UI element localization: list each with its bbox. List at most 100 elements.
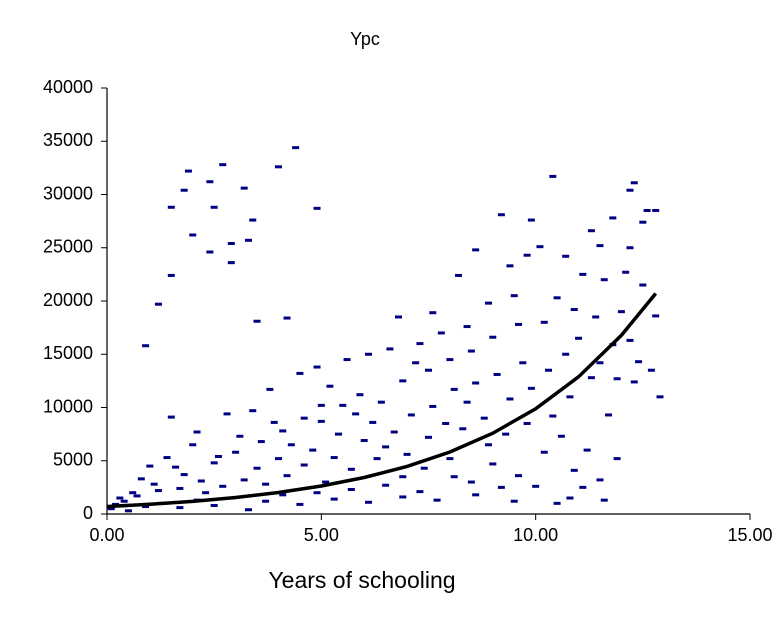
point: [570, 308, 578, 312]
point: [236, 434, 244, 438]
point: [493, 372, 501, 376]
point: [587, 376, 595, 380]
point: [605, 413, 613, 417]
point: [232, 450, 240, 454]
point: [227, 261, 235, 265]
point: [506, 264, 514, 268]
point: [142, 344, 150, 348]
point: [124, 509, 132, 513]
point: [587, 229, 595, 233]
point: [442, 421, 450, 425]
point: [364, 352, 372, 356]
point: [467, 480, 475, 484]
point: [210, 461, 218, 465]
point: [227, 241, 235, 245]
point: [562, 254, 570, 258]
point: [210, 503, 218, 507]
point: [429, 311, 437, 315]
point: [566, 395, 574, 399]
point: [523, 253, 531, 257]
point: [210, 205, 218, 209]
point: [167, 415, 175, 419]
point: [369, 420, 377, 424]
point: [540, 450, 548, 454]
point: [433, 498, 441, 502]
point: [407, 413, 415, 417]
point: [472, 493, 480, 497]
point: [635, 360, 643, 364]
point: [279, 493, 287, 497]
point: [377, 400, 385, 404]
point: [592, 315, 600, 319]
point: [626, 188, 634, 192]
point: [120, 499, 128, 503]
point: [600, 278, 608, 282]
point: [244, 238, 252, 242]
point: [480, 416, 488, 420]
point: [596, 244, 604, 248]
point: [133, 494, 141, 498]
point: [176, 486, 184, 490]
point: [167, 205, 175, 209]
point: [347, 467, 355, 471]
point: [356, 393, 364, 397]
point: [613, 457, 621, 461]
point: [150, 482, 158, 486]
point: [420, 466, 428, 470]
point: [189, 233, 197, 237]
point: [622, 270, 630, 274]
point: [326, 384, 334, 388]
point: [399, 475, 407, 479]
point: [219, 163, 227, 167]
y-tick-label: 20000: [43, 290, 93, 310]
point: [279, 429, 287, 433]
point: [313, 206, 321, 210]
point: [249, 218, 257, 222]
point: [553, 501, 561, 505]
point: [283, 316, 291, 320]
point: [142, 505, 150, 509]
point: [579, 485, 587, 489]
point: [416, 342, 424, 346]
point: [253, 319, 261, 323]
point: [446, 457, 454, 461]
point: [343, 358, 351, 362]
point: [545, 368, 553, 372]
point: [394, 315, 402, 319]
point: [566, 496, 574, 500]
point: [309, 448, 317, 452]
point: [497, 485, 505, 489]
point: [600, 498, 608, 502]
point: [364, 500, 372, 504]
point: [455, 273, 463, 277]
point: [167, 273, 175, 277]
point: [639, 220, 647, 224]
y-tick-label: 10000: [43, 396, 93, 416]
point: [189, 443, 197, 447]
point: [206, 250, 214, 254]
point: [313, 491, 321, 495]
point: [154, 489, 162, 493]
point: [596, 478, 604, 482]
point: [450, 475, 458, 479]
point: [437, 331, 445, 335]
point: [617, 310, 625, 314]
point: [184, 169, 192, 173]
point: [270, 420, 278, 424]
point: [485, 301, 493, 305]
point: [154, 302, 162, 306]
y-tick-label: 35000: [43, 130, 93, 150]
point: [532, 484, 540, 488]
point: [296, 371, 304, 375]
point: [412, 361, 420, 365]
point: [197, 479, 205, 483]
point: [347, 488, 355, 492]
x-tick-label: 10.00: [513, 525, 558, 545]
y-tick-label: 5000: [53, 450, 93, 470]
point: [630, 181, 638, 185]
point: [489, 335, 497, 339]
x-tick-label: 0.00: [89, 525, 124, 545]
point: [510, 499, 518, 503]
point: [527, 218, 535, 222]
